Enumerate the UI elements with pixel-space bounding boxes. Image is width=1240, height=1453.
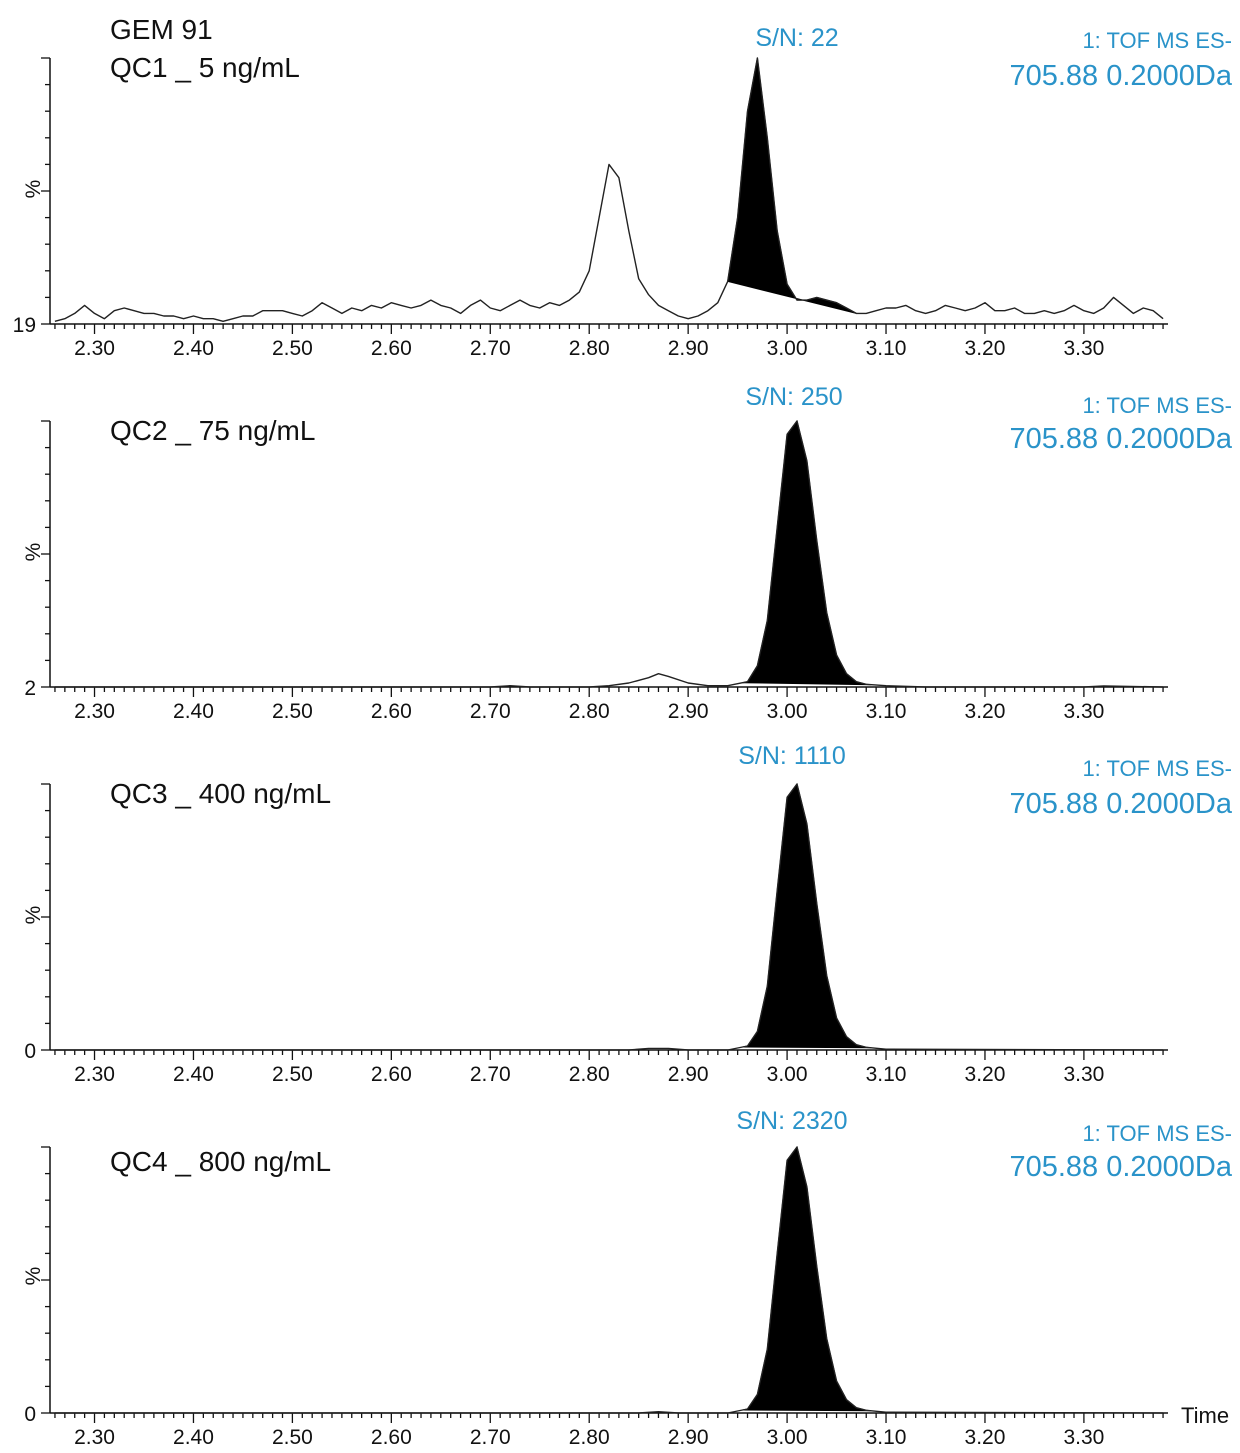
x-tick-label: 3.20 [965, 337, 1006, 360]
x-tick-label: 2.40 [173, 337, 214, 360]
x-tick-label: 2.80 [569, 337, 610, 360]
function-label: 1: TOF MS ES- [1082, 756, 1232, 781]
x-tick-label: 2.80 [569, 1426, 610, 1449]
x-tick-label: 2.50 [272, 1063, 313, 1086]
x-tick-label: 3.20 [965, 700, 1006, 723]
x-tick-label: 2.30 [74, 700, 115, 723]
x-tick-label: 2.50 [272, 1426, 313, 1449]
x-tick-label: 2.60 [371, 1063, 412, 1086]
sample-label: QC3 _ 400 ng/mL [110, 778, 332, 809]
axes: 2.30 2.40 2.50 2.60 2.70 2.80 2.90 3.00 3.10 3.20… [41, 420, 1168, 723]
x-tick-label: 2.80 [569, 1063, 610, 1086]
signal-to-noise-label: S/N: 2320 [736, 1107, 848, 1135]
chromatogram-panel-qc2: QC2 _ 75 ng/mL S/N: 250 1: TOF MS ES- 70… [0, 363, 1240, 723]
chromatogram-plot: 2.30 2.40 2.50 2.60 2.70 2.80 2.90 3.00 3.10 3.20… [41, 57, 1168, 360]
mass-window-label: 705.88 0.2000Da [1009, 60, 1232, 92]
x-tick-label: 2.70 [470, 1063, 511, 1086]
trace-group [54, 57, 1164, 322]
sample-label: QC2 _ 75 ng/mL [110, 415, 316, 446]
x-tick-label: 2.90 [668, 337, 709, 360]
x-tick-label: 3.20 [965, 1063, 1006, 1086]
signal-to-noise-label: S/N: 22 [755, 24, 839, 52]
x-tick-label: 2.60 [371, 337, 412, 360]
x-tick-label: 2.70 [470, 700, 511, 723]
sample-label: QC4 _ 800 ng/mL [110, 1146, 332, 1177]
x-tick-label: 2.30 [74, 1426, 115, 1449]
chromatogram-trace [54, 783, 1164, 1051]
mass-window-label: 705.88 0.2000Da [1009, 1151, 1232, 1183]
trace-group [54, 1145, 1164, 1414]
x-tick-label: 2.60 [371, 1426, 412, 1449]
chart-title: GEM 91 [110, 14, 213, 45]
chromatogram-trace [54, 420, 1164, 688]
axes: 2.30 2.40 2.50 2.60 2.70 2.80 2.90 3.00 3.10 3.20… [41, 783, 1168, 1086]
x-tick-label: 2.40 [173, 1063, 214, 1086]
x-tick-label: 2.40 [173, 1426, 214, 1449]
x-tick-label: 3.10 [866, 1426, 907, 1449]
x-tick-label: 3.30 [1063, 337, 1104, 360]
chromatogram-panel-qc3: QC3 _ 400 ng/mL S/N: 1110 1: TOF MS ES- … [0, 726, 1240, 1086]
x-tick-label: 2.30 [74, 1063, 115, 1086]
x-tick-label: 2.90 [668, 1063, 709, 1086]
x-tick-label: 2.30 [74, 337, 115, 360]
x-axis-label: Time [1181, 1403, 1230, 1428]
y-axis-min-label: 0 [24, 1403, 36, 1426]
x-tick-label: 3.20 [965, 1426, 1006, 1449]
x-tick-label: 3.30 [1063, 1063, 1104, 1086]
mass-window-label: 705.88 0.2000Da [1009, 788, 1232, 820]
sample-label: QC1 _ 5 ng/mL [110, 52, 300, 83]
x-tick-label: 3.00 [767, 700, 808, 723]
x-tick-label: 3.00 [767, 1426, 808, 1449]
x-tick-label: 3.10 [866, 1063, 907, 1086]
chromatogram-trace [54, 1146, 1164, 1414]
x-tick-label: 3.10 [866, 700, 907, 723]
x-tick-label: 2.80 [569, 700, 610, 723]
x-tick-label: 3.10 [866, 337, 907, 360]
chromatogram-plot: 2.30 2.40 2.50 2.60 2.70 2.80 2.90 3.00 3.10 3.20… [41, 1145, 1168, 1449]
x-tick-label: 2.40 [173, 700, 214, 723]
chromatogram-plot: 2.30 2.40 2.50 2.60 2.70 2.80 2.90 3.00 3.10 3.20… [41, 419, 1168, 723]
x-tick-label: 3.30 [1063, 700, 1104, 723]
x-tick-label: 2.60 [371, 700, 412, 723]
y-axis-min-label: 19 [12, 314, 36, 337]
chromatogram-panel-qc4: QC4 _ 800 ng/mL S/N: 2320 1: TOF MS ES- … [0, 1089, 1240, 1449]
axes: 2.30 2.40 2.50 2.60 2.70 2.80 2.90 3.00 3.10 3.20… [41, 1146, 1168, 1449]
x-tick-label: 2.70 [470, 337, 511, 360]
axes: 2.30 2.40 2.50 2.60 2.70 2.80 2.90 3.00 3.10 3.20… [41, 57, 1168, 360]
x-tick-label: 2.50 [272, 700, 313, 723]
trace-group [54, 419, 1164, 688]
chromatogram-trace [54, 57, 1164, 322]
signal-to-noise-label: S/N: 1110 [738, 742, 846, 770]
x-tick-label: 2.90 [668, 1426, 709, 1449]
x-tick-label: 2.50 [272, 337, 313, 360]
x-tick-label: 3.00 [767, 337, 808, 360]
signal-to-noise-label: S/N: 250 [745, 383, 843, 411]
x-tick-label: 2.90 [668, 700, 709, 723]
function-label: 1: TOF MS ES- [1082, 28, 1232, 53]
y-axis-min-label: 0 [24, 1040, 36, 1063]
trace-group [54, 782, 1164, 1051]
y-axis-min-label: 2 [24, 677, 36, 700]
x-tick-label: 3.30 [1063, 1426, 1104, 1449]
mass-window-label: 705.88 0.2000Da [1009, 423, 1232, 455]
integrated-peak-area [727, 57, 857, 314]
x-tick-label: 3.00 [767, 1063, 808, 1086]
function-label: 1: TOF MS ES- [1082, 393, 1232, 418]
chromatogram-panel-qc1: GEM 91 QC1 _ 5 ng/mL S/N: 22 1: TOF MS E… [0, 0, 1240, 360]
x-tick-label: 2.70 [470, 1426, 511, 1449]
function-label: 1: TOF MS ES- [1082, 1121, 1232, 1146]
chromatogram-plot: 2.30 2.40 2.50 2.60 2.70 2.80 2.90 3.00 3.10 3.20… [41, 782, 1168, 1086]
